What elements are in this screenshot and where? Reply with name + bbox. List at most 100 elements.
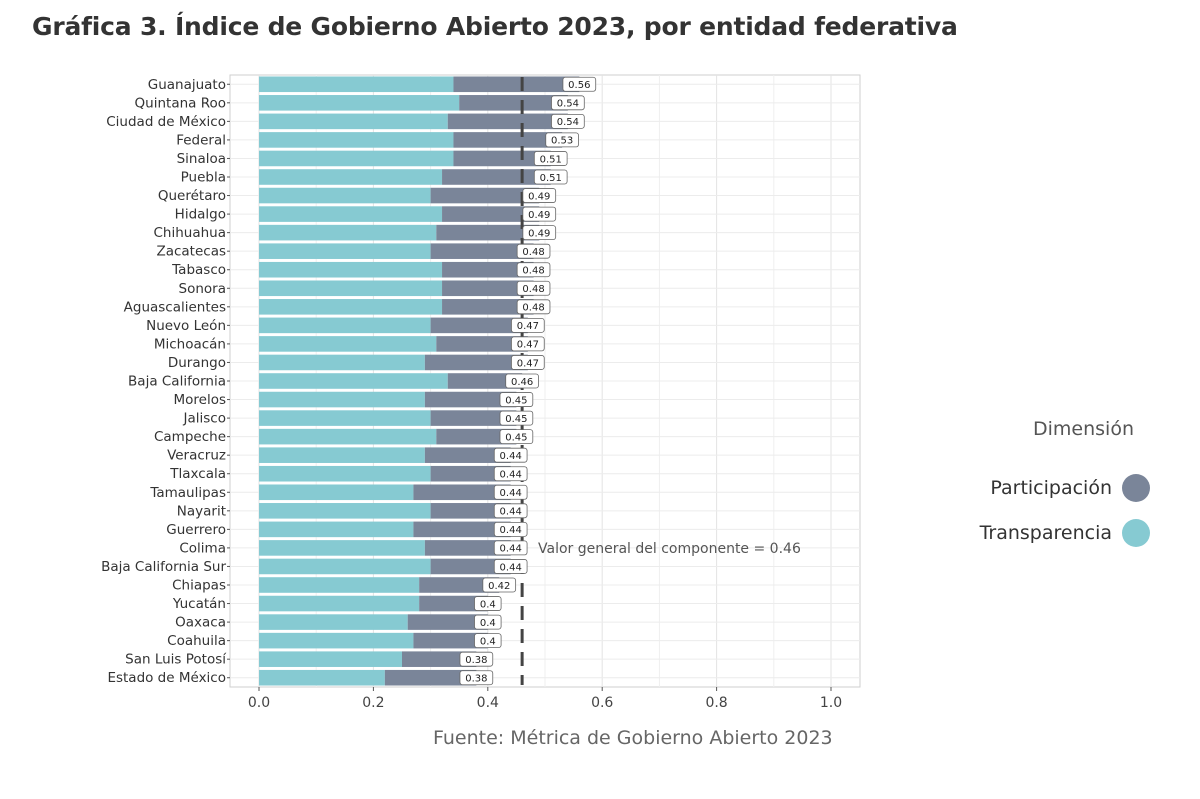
value-label-box — [493, 484, 528, 500]
value-label-box — [551, 113, 585, 129]
chart-title: Gráfica 3. Índice de Gobierno Abierto 20… — [32, 12, 958, 41]
bar-participacion — [447, 113, 568, 130]
bar-participacion — [453, 132, 563, 148]
value-label: 0.44 — [500, 507, 522, 518]
value-label-box — [482, 577, 517, 593]
x-tick-label: 0.8 — [705, 695, 727, 711]
value-label-box — [522, 225, 557, 241]
bar-participacion — [436, 224, 540, 241]
value-label: 0.44 — [500, 525, 522, 536]
value-label: 0.4 — [480, 618, 496, 629]
bar-transparencia — [259, 373, 448, 389]
category-label: San Luis Potosí — [125, 652, 227, 668]
bar-transparencia — [259, 577, 420, 593]
value-label: 0.44 — [500, 544, 522, 555]
value-label-box — [551, 95, 585, 111]
bar-transparencia — [259, 447, 425, 463]
bar-participacion — [424, 447, 511, 463]
x-tick-label: 0.0 — [248, 695, 270, 711]
value-label-box — [533, 169, 568, 185]
bar-participacion — [442, 299, 534, 315]
value-label-box — [493, 466, 528, 482]
category-label: Campeche — [154, 429, 226, 445]
value-label-box — [474, 633, 502, 649]
legend-label-transparencia: Transparencia — [979, 522, 1112, 544]
x-tick-label: 1.0 — [820, 695, 842, 711]
category-label: Coahuila — [167, 633, 226, 649]
category-label: Nayarit — [177, 503, 226, 519]
bar-transparencia — [259, 651, 402, 667]
category-label: Sonora — [179, 281, 226, 297]
legend-label-participacion: Participación — [990, 477, 1112, 499]
legend-item-participacion: Participación — [990, 474, 1150, 502]
x-tick-label: 0.4 — [477, 695, 499, 711]
bar-participacion — [384, 669, 477, 686]
bar-transparencia — [259, 428, 437, 445]
category-label: Chiapas — [172, 578, 226, 594]
category-label: Jalisco — [183, 411, 226, 427]
value-label-box — [499, 392, 534, 407]
bar-participacion — [453, 76, 580, 93]
category-label: Veracruz — [167, 448, 226, 464]
bar-transparencia — [259, 187, 431, 204]
bar-participacion — [430, 503, 511, 519]
value-label-box — [562, 76, 597, 92]
value-label-box — [516, 280, 551, 296]
bar-participacion — [413, 632, 488, 649]
bar-transparencia — [259, 465, 431, 482]
legend-title: Dimensión — [1033, 418, 1134, 440]
bar-transparencia — [259, 391, 425, 408]
bar-transparencia — [259, 224, 437, 241]
value-label: 0.38 — [465, 655, 487, 666]
value-label: 0.56 — [568, 80, 590, 91]
category-label: Nuevo León — [146, 318, 226, 334]
bar-participacion — [459, 95, 568, 111]
bar-transparencia — [259, 150, 454, 167]
bar-participacion — [430, 465, 511, 482]
value-label: 0.45 — [505, 395, 527, 406]
category-label: Tlaxcala — [169, 466, 226, 482]
bar-participacion — [453, 150, 551, 167]
value-label-box — [459, 670, 494, 686]
bar-transparencia — [259, 558, 431, 575]
bar-transparencia — [259, 354, 425, 371]
value-label: 0.47 — [517, 321, 539, 332]
bar-participacion — [430, 410, 517, 426]
bar-participacion — [419, 577, 500, 593]
value-label-box — [493, 559, 528, 574]
bar-participacion — [442, 261, 534, 278]
bar-transparencia — [259, 410, 431, 426]
x-tick-label: 0.6 — [591, 695, 613, 711]
source-note: Fuente: Métrica de Gobierno Abierto 2023 — [433, 727, 833, 749]
category-label: Guanajuato — [148, 77, 226, 93]
category-label: Baja California Sur — [101, 559, 226, 575]
category-label: Oaxaca — [175, 615, 226, 631]
value-label-box — [516, 262, 551, 278]
bar-transparencia — [259, 243, 431, 259]
category-label: Durango — [168, 355, 226, 371]
bar-transparencia — [259, 669, 385, 686]
category-label: Estado de México — [107, 670, 226, 686]
category-label: Yucatán — [172, 596, 226, 612]
value-label-box — [516, 299, 551, 315]
legend-swatch-transparencia — [1122, 519, 1150, 547]
bar-participacion — [436, 428, 517, 445]
bar-transparencia — [259, 132, 454, 148]
bar-transparencia — [259, 336, 437, 352]
value-label: 0.53 — [551, 136, 573, 147]
value-label: 0.4 — [480, 636, 496, 647]
bar-transparencia — [259, 280, 443, 297]
bar-transparencia — [259, 76, 454, 93]
value-label-box — [493, 503, 528, 519]
value-label-box — [493, 447, 528, 463]
category-label: Baja California — [128, 374, 226, 390]
category-label: Guerrero — [166, 522, 226, 538]
value-label: 0.51 — [540, 173, 562, 184]
category-label: Puebla — [181, 170, 226, 186]
value-label-box — [499, 410, 534, 426]
bar-participacion — [447, 373, 523, 389]
category-label: Ciudad de México — [106, 114, 226, 130]
value-label: 0.51 — [540, 154, 562, 165]
bar-participacion — [442, 206, 540, 222]
value-label: 0.44 — [500, 562, 522, 573]
